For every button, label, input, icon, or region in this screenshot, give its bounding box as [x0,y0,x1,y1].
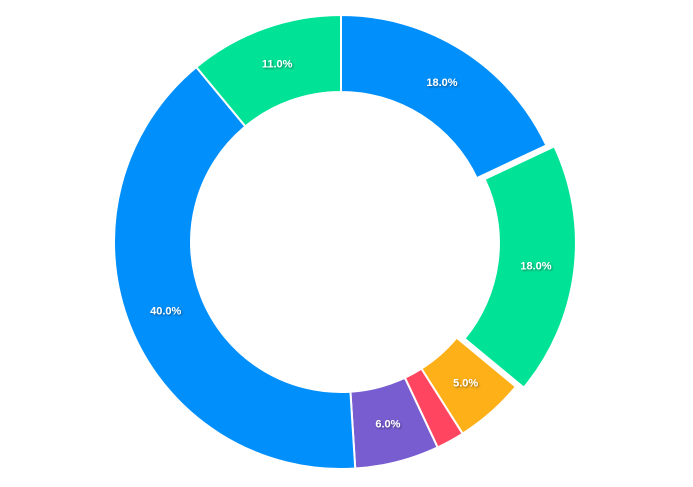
donut-slice [194,13,342,128]
donut-slice [463,145,577,390]
donut-slice [340,13,548,180]
data-label: 18.0% [520,261,551,273]
donut-slice [113,65,357,470]
data-label: 40.0% [150,305,181,317]
data-label: 18.0% [426,77,457,89]
data-label: 5.0% [453,377,478,389]
data-label: 6.0% [375,418,400,430]
data-label: 11.0% [262,59,293,71]
